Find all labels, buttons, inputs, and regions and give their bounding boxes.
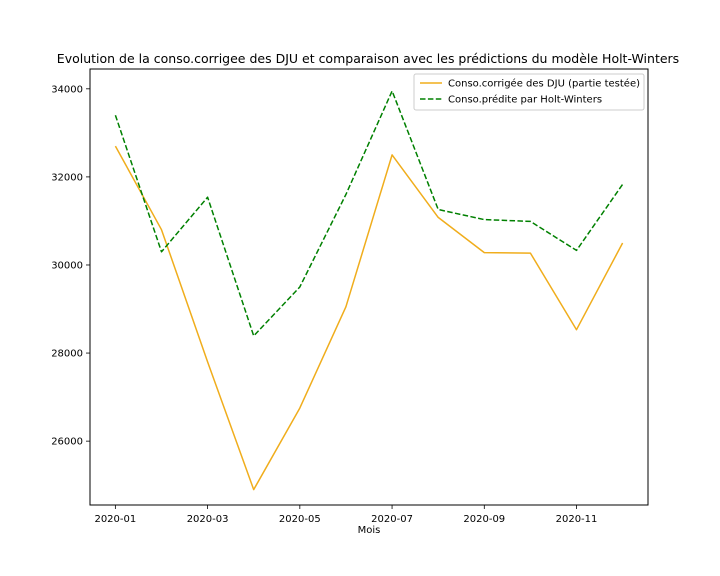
legend: Conso.corrigée des DJU (partie testée) Co… [413, 73, 645, 111]
y-tick-label: 30000 [51, 260, 83, 271]
x-tick-label: 2020-07 [371, 514, 413, 525]
x-tick-label: 2020-11 [556, 514, 598, 525]
series-line-1 [114, 145, 624, 491]
y-axis: 26000 28000 30000 32000 34000 [51, 84, 90, 448]
y-tick-label: 34000 [51, 84, 83, 95]
series-line-2 [114, 90, 624, 337]
y-tick-label: 32000 [51, 172, 83, 183]
x-tick-label: 2020-05 [279, 514, 321, 525]
x-axis-label: Mois [358, 525, 381, 536]
plot-frame [89, 68, 649, 506]
x-axis: 2020-01 2020-03 2020-05 2020-07 2020-09 2020-… [94, 505, 597, 525]
x-tick-label: 2020-03 [187, 514, 229, 525]
chart-title: Evolution de la conso.corrigee des DJU e… [57, 51, 679, 66]
x-tick-label: 2020-01 [94, 514, 136, 525]
x-tick-label: 2020-09 [463, 514, 505, 525]
series-layer [114, 90, 624, 491]
y-tick-label: 28000 [51, 349, 83, 360]
legend-label-2: Conso.prédite par Holt-Winters [448, 94, 602, 106]
y-tick-label: 26000 [51, 437, 83, 448]
legend-box [413, 73, 645, 111]
legend-label-1: Conso.corrigée des DJU (partie testée) [448, 78, 640, 90]
